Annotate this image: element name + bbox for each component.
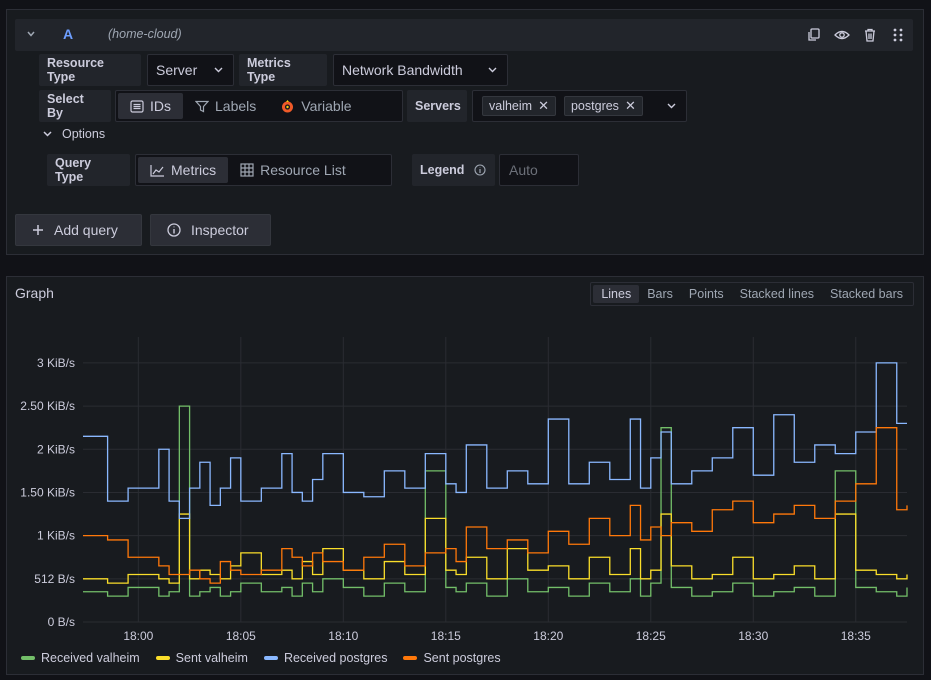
legend-swatch <box>155 656 170 660</box>
server-tag: valheim ✕ <box>482 96 556 116</box>
view-mode-toggle: Lines Bars Points Stacked lines Stacked … <box>590 282 914 306</box>
query-datasource: (home-cloud) <box>108 27 182 41</box>
view-mode-bars[interactable]: Bars <box>647 287 673 301</box>
info-icon[interactable] <box>474 164 487 176</box>
query-type-metrics[interactable]: Metrics <box>138 157 229 183</box>
y-tick-label: 512 B/s <box>34 572 75 586</box>
legend-item[interactable]: Sent postgres <box>403 651 501 665</box>
query-type-radio-group: Metrics Resource List <box>135 154 392 186</box>
legend-swatch <box>21 656 35 660</box>
chevron-down-icon[interactable] <box>27 30 35 38</box>
trash-icon[interactable] <box>861 26 879 44</box>
select-by-ids[interactable]: IDs <box>118 93 183 119</box>
chevron-down-icon[interactable] <box>667 103 676 109</box>
plus-icon <box>33 225 43 235</box>
server-tag: postgres ✕ <box>563 96 643 116</box>
metrics-type-label: Metrics Type <box>239 54 327 86</box>
series-line-sent-postgres <box>83 427 908 584</box>
query-type-label: Query Type <box>47 154 130 186</box>
chevron-down-icon <box>43 131 52 137</box>
view-mode-points[interactable]: Points <box>688 287 724 301</box>
query-type-resource-list[interactable]: Resource List <box>228 157 358 183</box>
query-editor-panel: A (home-cloud) Resource Type Server Metr… <box>6 9 924 255</box>
resource-type-value: Server <box>156 62 198 78</box>
x-tick-label: 18:25 <box>636 629 666 643</box>
y-tick-label: 2.50 KiB/s <box>20 399 75 413</box>
info-icon <box>167 223 181 237</box>
chart-line-icon <box>150 164 164 177</box>
chevron-down-icon <box>488 67 497 73</box>
x-tick-label: 18:35 <box>841 629 871 643</box>
metrics-type-select[interactable]: Network Bandwidth <box>333 54 508 86</box>
series-line-received-valheim <box>83 405 908 597</box>
query-header: A (home-cloud) <box>15 19 913 51</box>
legend-label: Legend <box>412 154 495 186</box>
chevron-down-icon <box>214 67 223 73</box>
view-mode-stacked-bars[interactable]: Stacked bars <box>830 287 903 301</box>
x-tick-label: 18:15 <box>431 629 461 643</box>
legend-swatch <box>403 656 418 660</box>
select-by-radio-group: IDs Labels Variable <box>115 90 403 122</box>
servers-label: Servers <box>407 90 467 122</box>
x-tick-label: 18:00 <box>123 629 153 643</box>
legend-item[interactable]: Sent valheim <box>155 651 248 665</box>
inspector-button[interactable]: Inspector <box>150 214 271 246</box>
x-tick-label: 18:05 <box>226 629 256 643</box>
options-toggle[interactable]: Options <box>43 127 105 141</box>
list-icon <box>130 99 144 113</box>
y-tick-label: 1 KiB/s <box>37 529 75 543</box>
chart-legend: Received valheim Sent valheim Received p… <box>21 651 501 665</box>
y-tick-label: 2 KiB/s <box>37 442 75 456</box>
x-tick-label: 18:20 <box>533 629 563 643</box>
metrics-type-value: Network Bandwidth <box>342 62 463 78</box>
view-mode-lines[interactable]: Lines <box>593 285 640 303</box>
legend-item[interactable]: Received postgres <box>263 651 387 665</box>
series-line-sent-valheim <box>83 513 908 584</box>
chart-canvas[interactable]: 0 B/s 512 B/s 1 KiB/s 1.50 KiB/s 2 KiB/s 2.50… <box>7 277 923 674</box>
table-icon <box>240 163 254 177</box>
resource-type-select[interactable]: Server <box>147 54 234 86</box>
query-header-actions <box>805 26 907 44</box>
select-by-labels[interactable]: Labels <box>183 93 268 119</box>
filter-icon <box>195 100 209 112</box>
legend-swatch <box>263 656 278 660</box>
graph-title: Graph <box>15 285 54 301</box>
x-tick-label: 18:10 <box>328 629 358 643</box>
remove-tag-icon[interactable]: ✕ <box>538 98 549 113</box>
add-query-button[interactable]: Add query <box>15 214 142 246</box>
eye-icon[interactable] <box>833 26 851 44</box>
grafana-logo-icon <box>282 99 294 112</box>
legend-item[interactable]: Received valheim <box>21 651 140 665</box>
x-tick-label: 18:30 <box>738 629 768 643</box>
select-by-variable[interactable]: Variable <box>268 93 363 119</box>
y-tick-label: 0 B/s <box>48 615 75 629</box>
query-name[interactable]: A <box>63 26 74 42</box>
view-mode-stacked-lines[interactable]: Stacked lines <box>739 287 815 301</box>
remove-tag-icon[interactable]: ✕ <box>624 98 636 113</box>
y-tick-label: 3 KiB/s <box>37 356 75 370</box>
graph-panel: 0 B/s 512 B/s 1 KiB/s 1.50 KiB/s 2 KiB/s 2.50… <box>6 276 924 675</box>
duplicate-icon[interactable] <box>805 26 823 44</box>
servers-multiselect[interactable]: valheim ✕ postgres ✕ <box>472 90 687 122</box>
drag-handle-icon[interactable] <box>889 26 907 44</box>
select-by-label: Select By <box>39 90 111 122</box>
resource-type-label: Resource Type <box>39 54 141 86</box>
legend-input[interactable]: Auto <box>499 154 579 186</box>
series-line-received-postgres <box>83 362 907 520</box>
y-tick-label: 1.50 KiB/s <box>20 485 75 499</box>
